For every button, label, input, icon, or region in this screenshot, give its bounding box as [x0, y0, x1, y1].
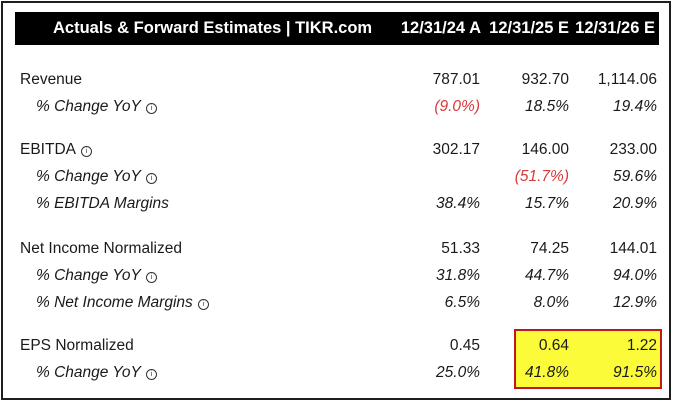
cell-2025: 18.5% [525, 98, 569, 115]
cell-2024: 51.33 [441, 240, 480, 257]
cell-2025: 15.7% [525, 195, 569, 212]
estimates-panel [1, 1, 671, 400]
row-label: Revenue [20, 71, 83, 88]
info-icon[interactable]: i [80, 146, 92, 157]
cell-2024: 302.17 [432, 141, 480, 158]
table-row-eps: EPS Normalized 0.45 0.64 1.22 [0, 335, 676, 359]
cell-2025: 0.64 [538, 337, 569, 354]
info-icon[interactable]: i [197, 299, 209, 310]
table-row-net-income-change: % Change YoY i 31.8% 44.7% 94.0% [0, 265, 676, 289]
cell-2025: 932.70 [521, 71, 569, 88]
column-header-2024-actual: 12/31/24 A [400, 19, 481, 37]
row-label: % Change YoY [36, 364, 141, 381]
table-row-ebitda-change: % Change YoY i (51.7%) 59.6% [0, 166, 676, 190]
cell-2026: 91.5% [613, 364, 657, 381]
table-row-revenue-change: % Change YoY i (9.0%) 18.5% 19.4% [0, 96, 676, 120]
info-icon[interactable]: i [145, 173, 157, 184]
table-row-net-income-margins: % Net Income Margins i 6.5% 8.0% 12.9% [0, 292, 676, 316]
row-label: % Change YoY [36, 267, 141, 284]
cell-2024: 31.8% [436, 267, 480, 284]
cell-2026: 144.01 [609, 240, 657, 257]
info-icon[interactable]: i [145, 272, 157, 283]
cell-2024: 38.4% [436, 195, 480, 212]
cell-2026: 20.9% [613, 195, 657, 212]
cell-2024: 787.01 [432, 71, 480, 88]
row-label: Net Income Normalized [20, 240, 182, 257]
cell-2026: 19.4% [613, 98, 657, 115]
row-label: % EBITDA Margins [36, 195, 169, 212]
cell-2024: 25.0% [436, 364, 480, 381]
table-row-ebitda: EBITDA i 302.17 146.00 233.00 [0, 139, 676, 163]
row-label: % Change YoY [36, 168, 141, 185]
cell-2025: 146.00 [521, 141, 569, 158]
row-label: % Net Income Margins [36, 294, 193, 311]
info-icon[interactable]: i [145, 103, 157, 114]
cell-2026: 94.0% [613, 267, 657, 284]
cell-2025: (51.7%) [514, 168, 569, 185]
column-header-2025-estimate: 12/31/25 E [489, 19, 569, 37]
cell-2025: 8.0% [533, 294, 569, 311]
cell-2026: 59.6% [613, 168, 657, 185]
row-label: EBITDA [20, 141, 76, 158]
cell-2024: (9.0%) [434, 98, 480, 115]
cell-2025: 44.7% [525, 267, 569, 284]
cell-2024: 6.5% [444, 294, 480, 311]
table-row-eps-change: % Change YoY i 25.0% 41.8% 91.5% [0, 362, 676, 386]
cell-2024: 0.45 [449, 337, 480, 354]
cell-2026: 12.9% [613, 294, 657, 311]
table-row-ebitda-margins: % EBITDA Margins 38.4% 15.7% 20.9% [0, 193, 676, 217]
row-label: EPS Normalized [20, 337, 134, 354]
info-icon[interactable]: i [145, 369, 157, 380]
row-label: % Change YoY [36, 98, 141, 115]
cell-2026: 1,114.06 [597, 71, 657, 88]
table-title: Actuals & Forward Estimates | TIKR.com [53, 19, 373, 37]
column-header-2026-estimate: 12/31/26 E [575, 19, 655, 37]
cell-2026: 1.22 [626, 337, 657, 354]
eps-estimate-highlight [514, 329, 662, 389]
table-row-net-income: Net Income Normalized 51.33 74.25 144.01 [0, 238, 676, 262]
cell-2025: 74.25 [530, 240, 569, 257]
table-header: Actuals & Forward Estimates | TIKR.com 1… [15, 12, 659, 45]
cell-2026: 233.00 [609, 141, 657, 158]
cell-2025: 41.8% [525, 364, 569, 381]
table-row-revenue: Revenue 787.01 932.70 1,114.06 [0, 69, 676, 93]
